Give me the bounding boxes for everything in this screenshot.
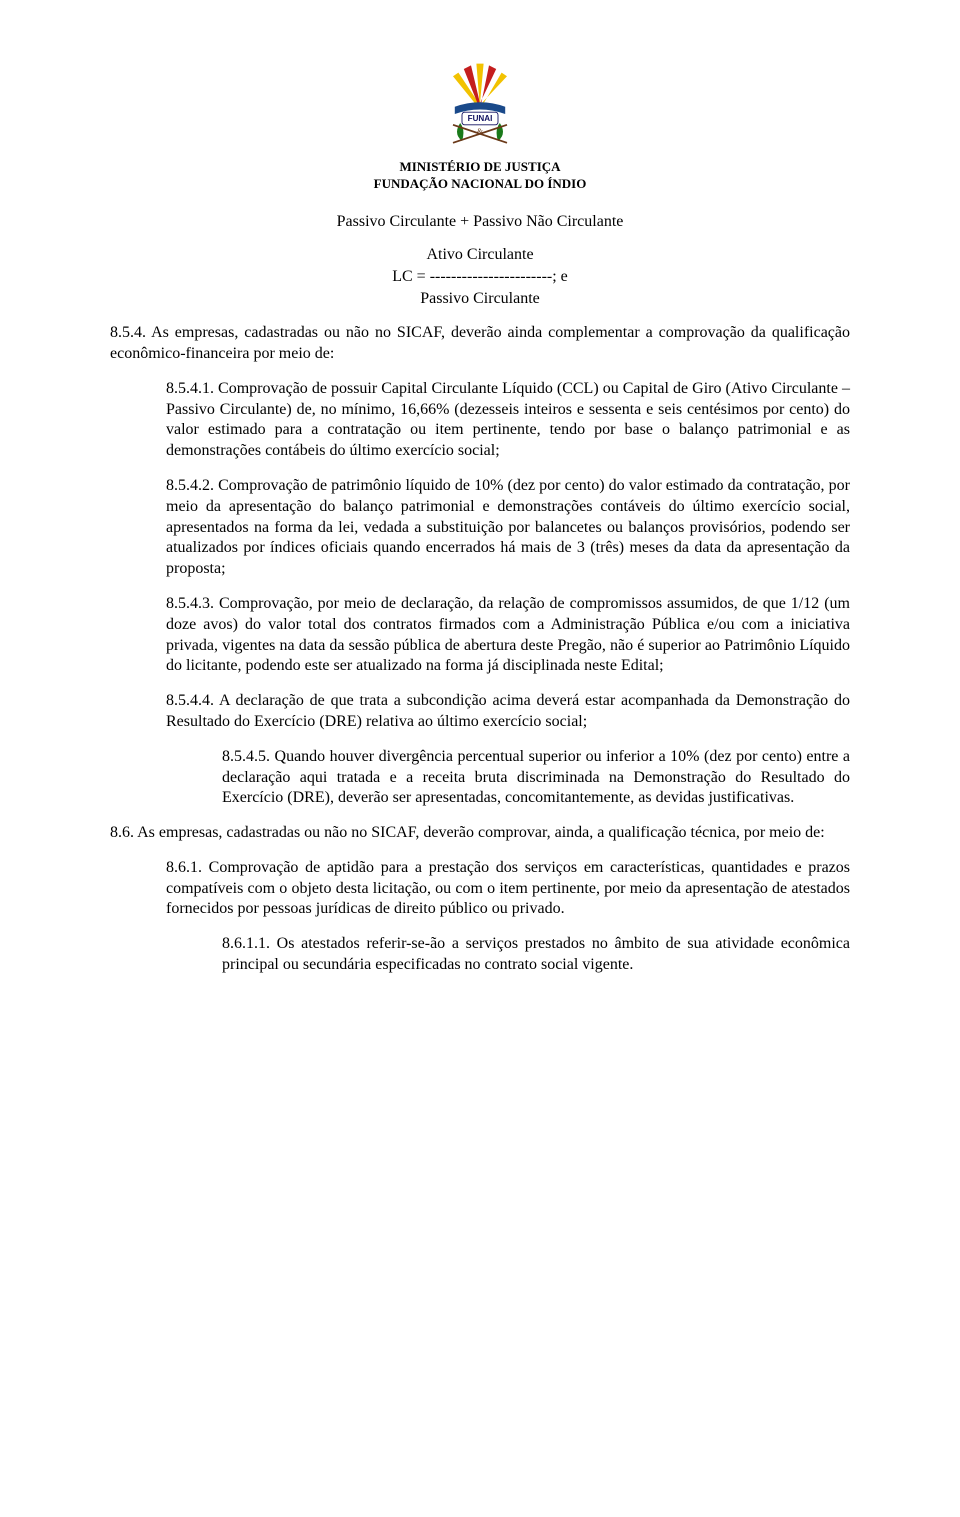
formula-mid: LC = -----------------------; e — [110, 266, 850, 288]
formula-title: Passivo Circulante + Passivo Não Circula… — [110, 211, 850, 233]
para-8-5-4-3: 8.5.4.3. Comprovação, por meio de declar… — [166, 594, 850, 677]
funai-logo-icon: FUNAI & — [435, 60, 525, 150]
para-8-5-4-4: 8.5.4.4. A declaração de que trata a sub… — [166, 691, 850, 733]
para-8-6: 8.6. As empresas, cadastradas ou não no … — [110, 823, 850, 844]
ministry-line1: MINISTÉRIO DE JUSTIÇA — [110, 159, 850, 176]
ministry-header: MINISTÉRIO DE JUSTIÇA FUNDAÇÃO NACIONAL … — [110, 159, 850, 193]
logo-container: FUNAI & — [110, 60, 850, 155]
document-page: FUNAI & MINISTÉRIO DE JUSTIÇA FUNDAÇÃO N… — [0, 0, 960, 1050]
para-8-6-1: 8.6.1. Comprovação de aptidão para a pre… — [166, 858, 850, 920]
para-8-5-4: 8.5.4. As empresas, cadastradas ou não n… — [110, 323, 850, 365]
formula-block: Ativo Circulante LC = ------------------… — [110, 244, 850, 309]
svg-text:&: & — [477, 127, 484, 136]
formula-top: Ativo Circulante — [110, 244, 850, 266]
para-8-5-4-5: 8.5.4.5. Quando houver divergência perce… — [222, 747, 850, 809]
ministry-line2: FUNDAÇÃO NACIONAL DO ÍNDIO — [110, 176, 850, 193]
para-8-5-4-2: 8.5.4.2. Comprovação de patrimônio líqui… — [166, 476, 850, 580]
formula-bottom: Passivo Circulante — [110, 288, 850, 310]
para-8-5-4-1: 8.5.4.1. Comprovação de possuir Capital … — [166, 379, 850, 462]
svg-text:FUNAI: FUNAI — [468, 114, 493, 123]
para-8-6-1-1: 8.6.1.1. Os atestados referir-se-ão a se… — [222, 934, 850, 976]
